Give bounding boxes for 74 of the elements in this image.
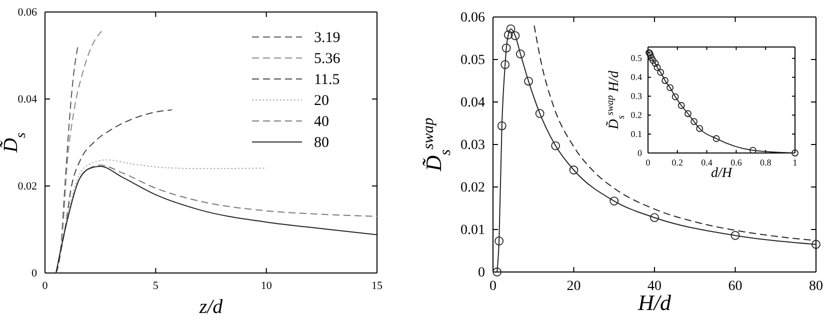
point: [535, 109, 544, 118]
point: [696, 125, 704, 132]
y-tick-label: 0.04: [18, 94, 38, 106]
point: [690, 118, 698, 126]
x-tick-label: 10: [260, 280, 272, 292]
y-tick-label: 0: [478, 265, 485, 280]
line-series: [56, 30, 102, 274]
y-tick-label: 0.04: [460, 95, 485, 110]
line-series: [56, 46, 78, 274]
y-tick-label: 0.2: [630, 110, 642, 120]
y-tick-label: 0: [32, 268, 38, 280]
point: [497, 121, 506, 130]
point: [750, 146, 756, 154]
point: [792, 150, 798, 156]
y-tick-label: 0.5: [630, 53, 642, 64]
point: [678, 102, 685, 109]
point: [510, 31, 520, 40]
point: [504, 30, 513, 40]
x-tick-label: 0: [646, 157, 651, 168]
y-tick-label: 0.02: [18, 180, 37, 193]
point: [551, 141, 560, 150]
x-tick-label: 0.8: [760, 157, 772, 168]
point: [684, 110, 692, 118]
y-tick-label: 0.1: [630, 128, 642, 139]
y-tick-label: 0.01: [460, 222, 485, 238]
y-tick-label: 0.3: [630, 91, 642, 102]
point: [516, 50, 525, 58]
x-tick-label: 0.6: [730, 157, 742, 168]
y-tick-label: 0.05: [460, 52, 485, 68]
point: [672, 93, 679, 100]
point: [812, 240, 820, 249]
x-tick-label: 0.4: [701, 157, 713, 168]
y-tick-label: 0.02: [460, 180, 485, 196]
y-tick-label: 0.4: [630, 72, 642, 82]
point: [648, 54, 655, 62]
point: [494, 236, 504, 246]
x-tick-label: 1: [792, 157, 798, 168]
point: [650, 213, 659, 222]
point: [610, 196, 619, 206]
x-tick-label: 0: [490, 278, 496, 294]
x-tick-label: 15: [372, 280, 383, 292]
y-tick-label: 0.06: [460, 10, 485, 26]
legend-label: 5.36: [314, 51, 341, 67]
point: [502, 44, 511, 52]
point: [652, 60, 659, 67]
legend-label: 20: [314, 93, 329, 109]
point: [646, 52, 654, 58]
point: [730, 231, 740, 240]
legend-label: 80: [314, 135, 329, 151]
x-tick-label: 0.2: [672, 157, 684, 168]
point: [654, 64, 661, 71]
legend-label: 11.5: [314, 72, 340, 88]
legend-label: 3.19: [314, 30, 340, 46]
y-tick-label: 0.06: [18, 6, 38, 19]
point: [650, 56, 656, 64]
point: [492, 268, 502, 276]
point: [712, 135, 720, 142]
point: [657, 68, 664, 76]
point: [666, 84, 674, 92]
x-axis-title: z/d: [198, 296, 224, 318]
point: [524, 76, 533, 86]
point: [662, 77, 668, 84]
x-tick-label: 60: [728, 278, 742, 294]
x-tick-label: 80: [809, 278, 823, 294]
y-tick-label: 0: [638, 148, 642, 158]
point: [500, 60, 510, 70]
x-tick-label: 5: [152, 280, 159, 292]
point: [569, 166, 578, 174]
x-tick-label: 0: [42, 280, 48, 292]
x-axis-title: d/H: [711, 166, 733, 181]
point: [506, 24, 516, 34]
y-tick-label: 0.03: [460, 138, 485, 153]
legend-label: 40: [314, 114, 329, 130]
x-tick-label: 20: [566, 278, 581, 294]
